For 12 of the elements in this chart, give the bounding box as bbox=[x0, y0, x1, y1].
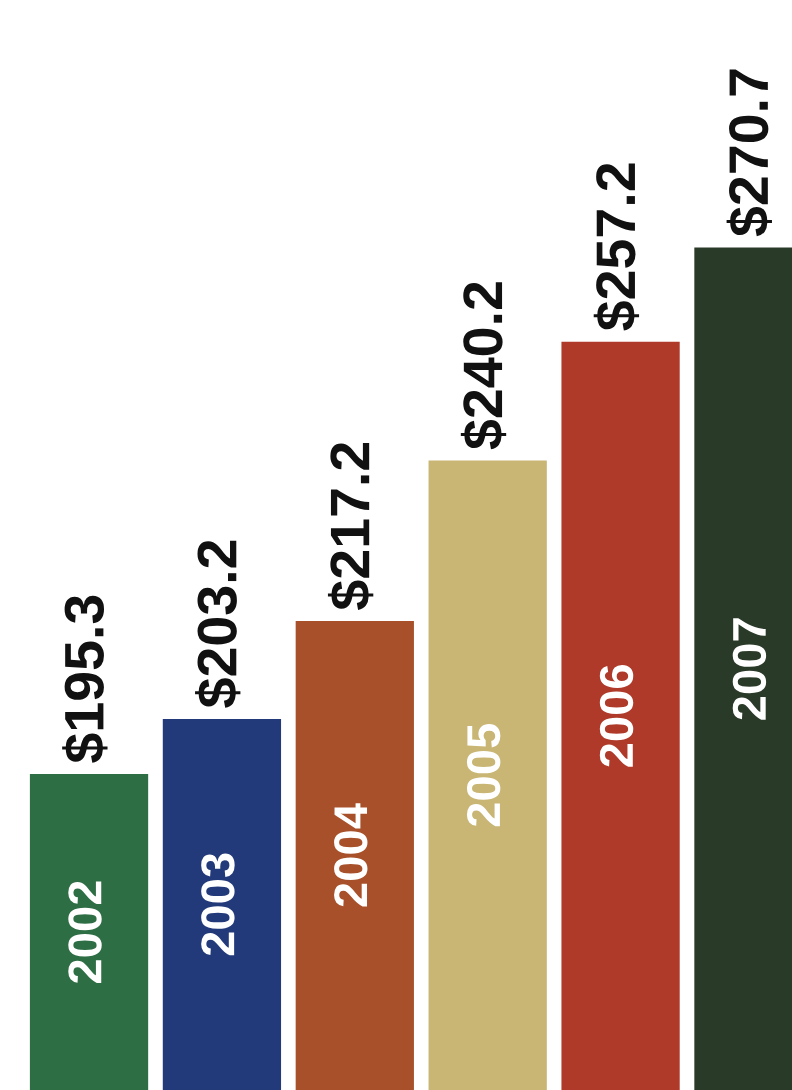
data-label: $203.2 bbox=[195, 540, 241, 708]
x-tick-label: 2006 bbox=[599, 665, 634, 767]
x-tick-label: 2002 bbox=[68, 881, 102, 983]
data-label: $217.2 bbox=[327, 442, 374, 610]
x-tick-label: 2007 bbox=[732, 618, 767, 720]
data-label: $195.3 bbox=[62, 595, 108, 763]
data-label: $240.2 bbox=[460, 282, 507, 450]
data-label: $257.2 bbox=[593, 163, 640, 331]
x-tick-label: 2003 bbox=[201, 853, 235, 956]
x-tick-label: 2005 bbox=[466, 724, 501, 827]
x-tick-label: 2004 bbox=[334, 803, 368, 907]
data-label: $270.7 bbox=[726, 69, 772, 237]
